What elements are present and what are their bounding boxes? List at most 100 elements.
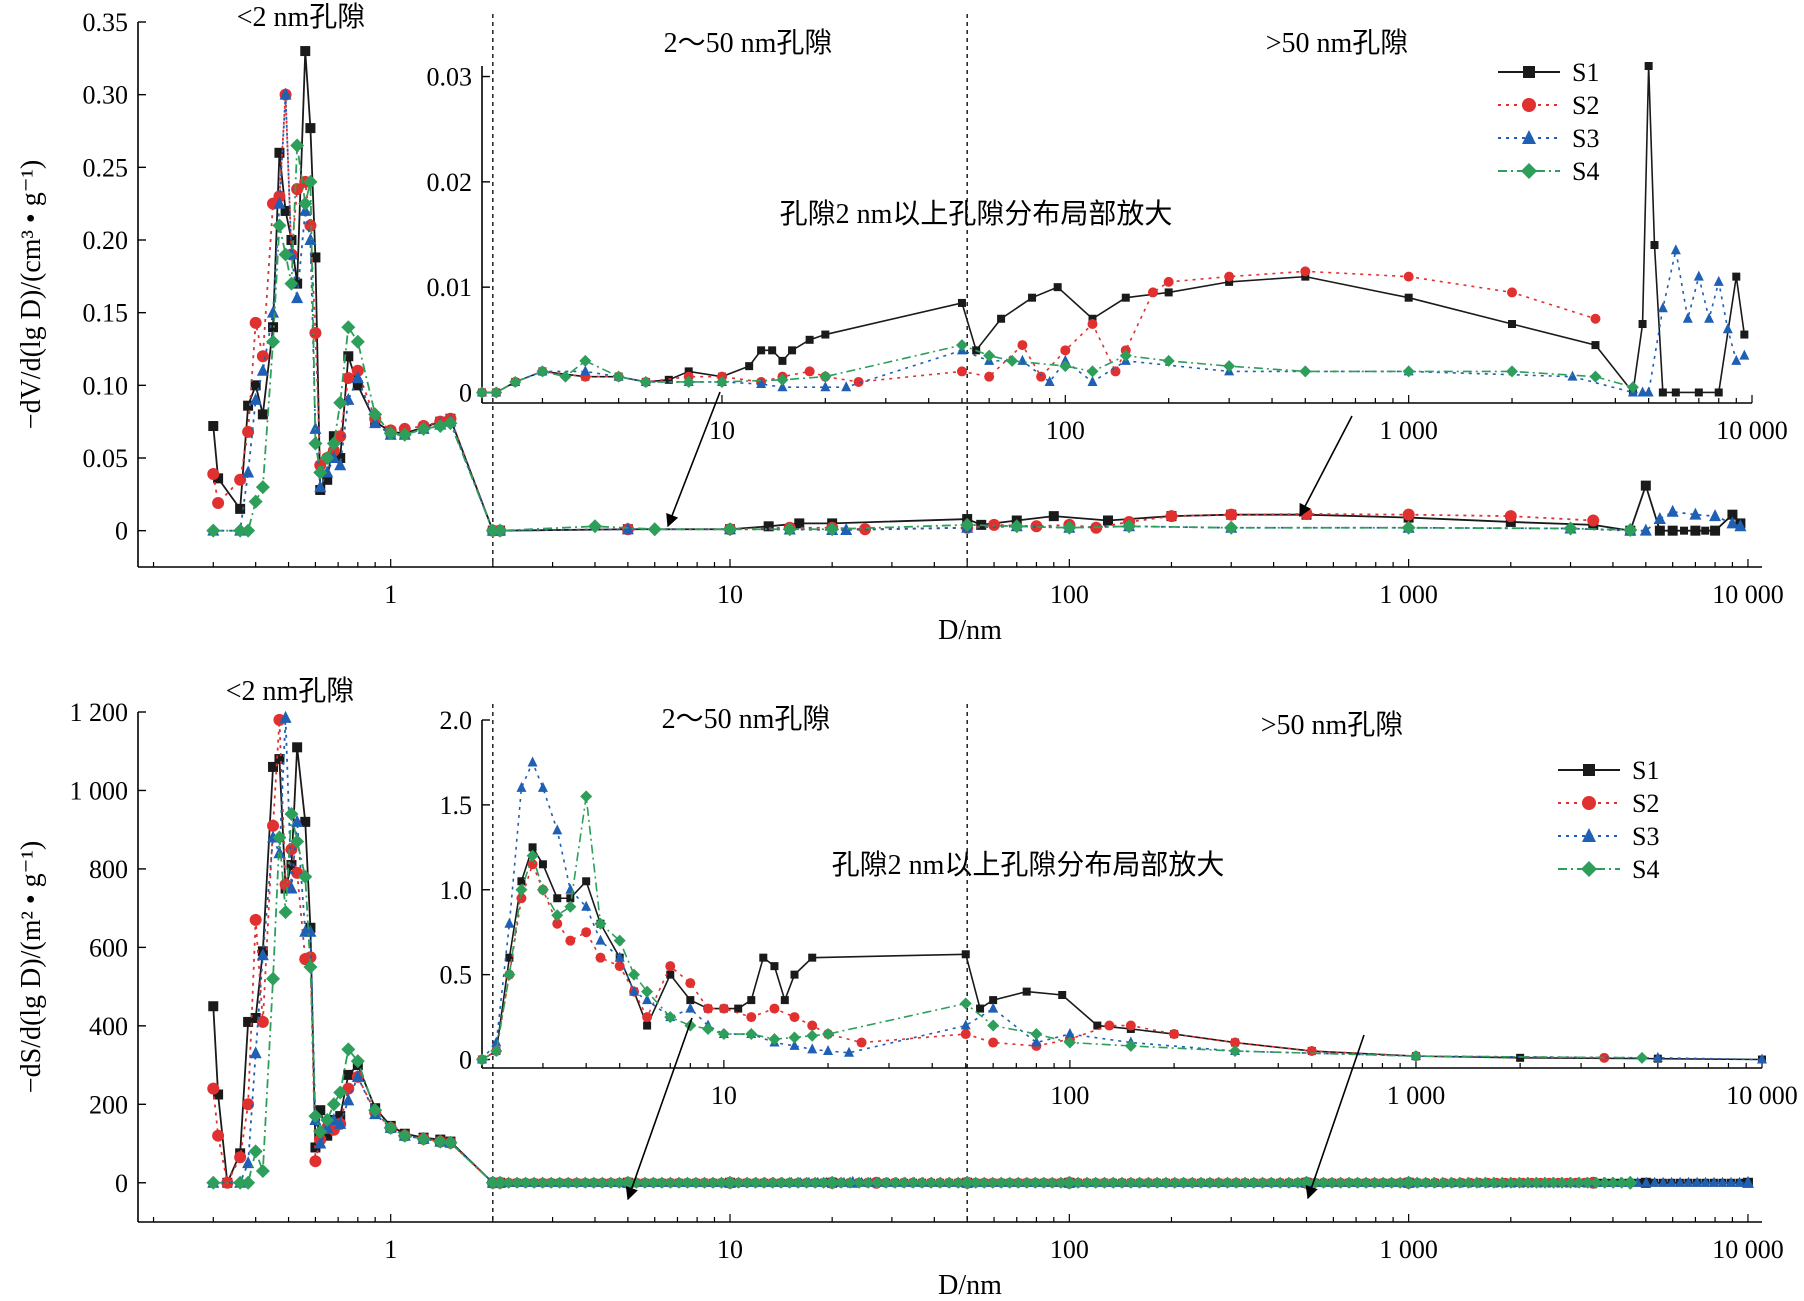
data-point — [1693, 270, 1704, 281]
data-point — [242, 465, 255, 478]
data-point — [335, 1111, 346, 1122]
data-point — [1265, 1176, 1278, 1189]
data-point — [268, 761, 279, 772]
data-point — [595, 934, 606, 945]
data-point — [820, 381, 831, 392]
data-point — [682, 375, 695, 388]
data-point — [783, 1176, 796, 1189]
data-point — [1225, 277, 1234, 286]
data-point — [528, 843, 537, 852]
data-point — [1504, 1176, 1517, 1189]
data-point — [249, 392, 262, 405]
data-point — [587, 1176, 600, 1189]
data-point — [272, 218, 287, 233]
region-label-macro: >50 nm孔隙 — [1261, 709, 1404, 741]
data-point — [333, 1085, 348, 1100]
data-point — [1059, 360, 1072, 373]
zoom-arrow — [625, 1017, 693, 1201]
data-point — [313, 465, 328, 480]
data-point — [579, 1176, 592, 1189]
data-point — [1168, 1176, 1181, 1189]
data-point — [1508, 320, 1517, 329]
zoom-inset-surface-area-zoom: 0 0.5 1.0 1.5 2.0 10 100 1 000 10 000 — [440, 706, 1798, 1110]
y-tick-label: 0.5 — [440, 961, 473, 990]
region-label-macro: >50 nm孔隙 — [1266, 27, 1409, 59]
data-point — [955, 339, 968, 352]
data-point — [596, 1176, 609, 1189]
data-point — [243, 1016, 254, 1027]
data-point — [1403, 271, 1414, 282]
data-point — [527, 756, 538, 767]
data-point — [604, 1176, 617, 1189]
data-point — [823, 1045, 834, 1056]
y-tick-label: 0.01 — [427, 273, 473, 302]
data-point — [1291, 1176, 1304, 1189]
data-point — [638, 1176, 651, 1189]
data-point — [416, 1131, 431, 1146]
y-tick-label: 800 — [89, 855, 128, 884]
data-point — [300, 46, 311, 57]
data-point — [1644, 62, 1653, 70]
series-s2 — [207, 713, 1600, 1189]
x-tick-label: 1 000 — [1379, 416, 1438, 445]
data-point — [1165, 510, 1178, 523]
legend-label: S2 — [1572, 91, 1599, 120]
data-point — [1682, 312, 1693, 323]
data-point — [528, 1176, 541, 1189]
data-point — [1732, 272, 1741, 281]
annotations-pore-volume: −dV/d(lg D)/(cm³ • g⁻¹) D/nm <2 nm孔隙 2～50 n… — [16, 1, 1599, 646]
data-point — [303, 960, 318, 974]
series-line — [213, 94, 1741, 532]
data-point — [350, 334, 365, 349]
data-point — [1589, 370, 1602, 383]
data-point — [628, 968, 641, 981]
legend-marker — [1522, 130, 1536, 144]
data-point — [987, 1019, 1000, 1032]
data-point — [580, 365, 591, 376]
data-point — [256, 1015, 269, 1028]
data-point — [343, 351, 354, 362]
legend-label: S3 — [1632, 822, 1659, 851]
data-point — [614, 961, 625, 972]
data-point — [1734, 519, 1747, 532]
data-point — [248, 1144, 263, 1159]
data-point — [207, 1082, 220, 1095]
data-point — [342, 1093, 355, 1106]
data-point — [1124, 1176, 1137, 1189]
data-point — [717, 1028, 730, 1041]
data-point — [233, 1175, 248, 1190]
data-point — [1093, 1021, 1102, 1030]
x-tick-label: 10 000 — [1712, 580, 1784, 609]
data-point — [1462, 1176, 1475, 1189]
data-point — [250, 380, 261, 391]
data-point — [351, 1069, 364, 1082]
data-point — [792, 1176, 805, 1189]
x-tick-label: 100 — [1050, 1235, 1089, 1264]
data-point — [997, 314, 1006, 323]
data-point — [257, 409, 268, 420]
data-point — [1247, 1176, 1260, 1189]
data-point — [988, 1002, 999, 1013]
data-point — [647, 522, 662, 537]
data-point — [1087, 319, 1098, 330]
data-point — [1031, 1036, 1042, 1047]
data-point — [581, 900, 592, 911]
data-point — [686, 996, 695, 1005]
data-point — [807, 1043, 818, 1054]
data-point — [1133, 1176, 1146, 1189]
data-point — [267, 819, 280, 832]
y-tick-label: 400 — [89, 1012, 128, 1041]
data-point — [234, 1151, 247, 1164]
x-axis-title: D/nm — [938, 615, 1002, 646]
data-point — [1635, 1051, 1648, 1064]
data-point — [545, 1176, 558, 1189]
data-point — [335, 453, 346, 463]
data-point — [1479, 1176, 1492, 1189]
data-point — [565, 935, 576, 946]
data-point — [1256, 1176, 1269, 1189]
y-tick-label: 1.5 — [440, 791, 473, 820]
data-point — [1573, 1176, 1586, 1189]
data-point — [749, 1176, 762, 1189]
data-point — [566, 894, 575, 903]
